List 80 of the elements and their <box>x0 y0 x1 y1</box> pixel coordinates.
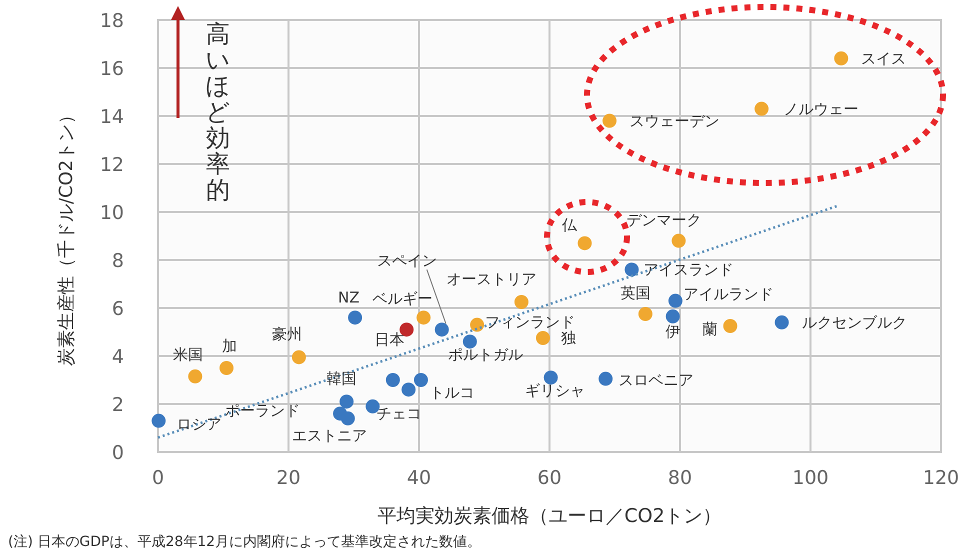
point <box>834 51 848 66</box>
text: (注) 日本のGDPは、平成28年12月に内閣府によって基準改定された数値。 <box>8 534 482 550</box>
y-tick-label: 0 <box>112 442 124 464</box>
point <box>292 350 306 364</box>
point <box>402 382 416 397</box>
point <box>668 294 682 308</box>
point <box>754 102 769 116</box>
annotation: ポーランド <box>225 402 300 420</box>
point <box>638 307 652 321</box>
point <box>470 318 484 332</box>
x-tick-label: 20 <box>276 467 301 489</box>
x-tick-label: 80 <box>668 467 692 489</box>
annotation: 加 <box>222 337 238 355</box>
y-tick-label: 8 <box>112 250 124 272</box>
point <box>536 331 550 345</box>
annotation: フィンランド <box>485 312 576 331</box>
point <box>666 309 680 324</box>
point <box>672 234 686 248</box>
annotation: 日本 <box>374 330 405 349</box>
y-tick-label: 12 <box>100 154 124 176</box>
point <box>416 310 431 325</box>
point <box>462 334 477 349</box>
point <box>723 319 738 333</box>
y-tick-label: 10 <box>100 202 124 224</box>
annotation: 独 <box>560 329 576 347</box>
x-tick-label: 120 <box>922 467 960 489</box>
annotation: 豪州 <box>272 325 302 344</box>
point <box>602 114 617 128</box>
y-axis-title: 炭素生産性（千ドル/CO2トン） <box>56 106 77 366</box>
annotation: 英国 <box>620 284 650 302</box>
point <box>514 295 528 309</box>
annotation: 伊 <box>665 322 680 340</box>
point <box>188 369 202 384</box>
annotation: ルクセンブルク <box>802 313 907 332</box>
annotation: 蘭 <box>702 320 718 338</box>
point <box>774 315 789 330</box>
annotation: ベルギー <box>372 290 433 308</box>
annotation: チェコ <box>376 404 422 422</box>
point <box>348 310 362 325</box>
point <box>386 373 400 387</box>
point <box>598 372 613 386</box>
annotation: ロシア <box>176 414 222 433</box>
annotation: アイスランド <box>644 260 734 279</box>
annotation: 韓国 <box>326 370 357 388</box>
x-tick-label: 100 <box>792 467 829 489</box>
x-tick-label: 40 <box>406 467 432 489</box>
annotation: 仏 <box>561 216 578 234</box>
annotation: オーストリア <box>446 270 536 288</box>
point <box>220 361 234 375</box>
point <box>414 373 428 387</box>
annotation: 高いほど効率的 <box>206 20 230 204</box>
y-tick-label: 4 <box>112 346 124 368</box>
annotation: スイス <box>861 49 906 68</box>
x-axis-title: 平均実効炭素価格（ユーロ／CO2トン） <box>377 505 722 527</box>
annotation: エストニア <box>292 426 367 444</box>
annotation: スペイン <box>376 252 437 270</box>
point <box>624 262 639 277</box>
annotation: スロベニア <box>618 370 694 389</box>
point <box>152 414 166 428</box>
annotation: ギリシャ <box>524 382 585 400</box>
point <box>340 411 355 426</box>
x-tick-label: 60 <box>537 467 562 489</box>
y-tick-label: 16 <box>100 58 124 80</box>
point <box>434 322 449 337</box>
annotation: デンマーク <box>626 210 702 229</box>
annotation: ポルトガル <box>448 346 523 364</box>
annotation: スウェーデン <box>630 112 720 130</box>
point <box>340 394 354 409</box>
annotation: トルコ <box>430 384 475 402</box>
y-tick-label: 2 <box>112 394 124 416</box>
annotation: NZ <box>338 288 360 307</box>
y-tick-label: 18 <box>100 10 124 32</box>
y-tick-label: 6 <box>112 298 124 320</box>
y-tick-label: 14 <box>100 106 124 128</box>
annotation: ノルウェー <box>784 100 859 118</box>
annotation: アイルランド <box>683 284 774 303</box>
x-tick-label: 0 <box>152 467 164 489</box>
point <box>544 370 558 385</box>
annotation: 米国 <box>173 345 204 364</box>
point <box>578 236 592 250</box>
